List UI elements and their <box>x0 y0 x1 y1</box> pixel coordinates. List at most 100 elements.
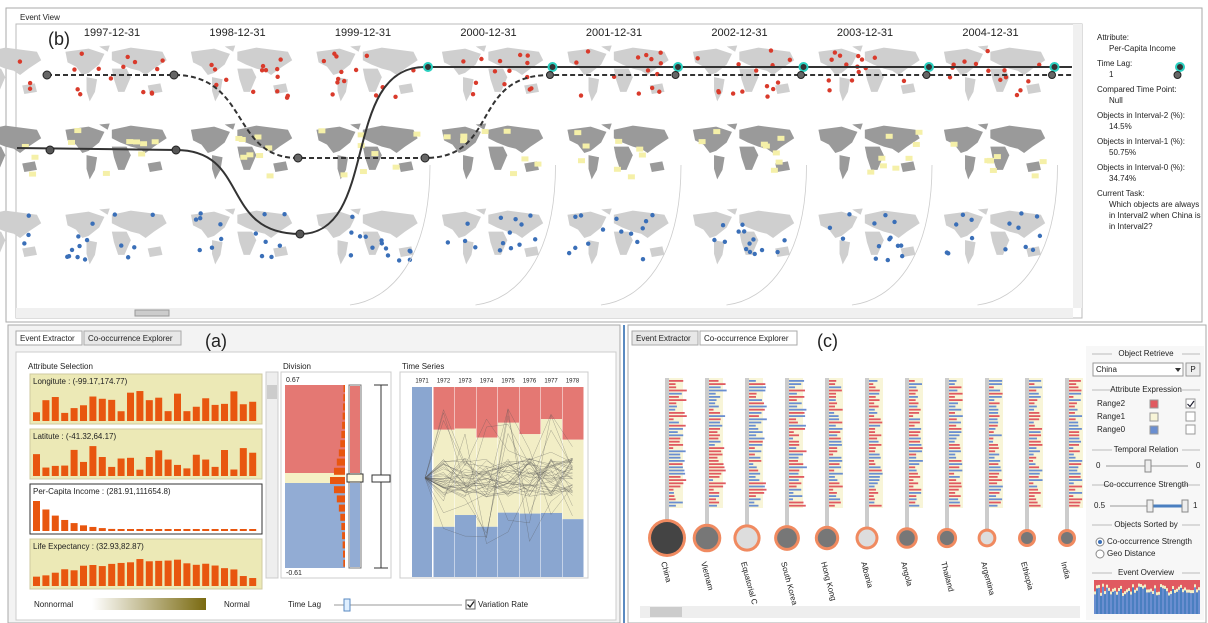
variation-checkbox[interactable] <box>465 599 476 610</box>
event-node-highlight[interactable] <box>924 62 934 72</box>
range-checkbox[interactable] <box>1185 398 1196 409</box>
event-line-dashed <box>47 74 1072 159</box>
tab[interactable] <box>699 330 798 346</box>
overview-bar <box>1188 592 1190 614</box>
object-dot <box>150 212 155 217</box>
event-node[interactable] <box>1173 71 1182 79</box>
strength-core[interactable] <box>1061 532 1073 544</box>
object-dot <box>445 240 451 245</box>
event-node[interactable] <box>171 145 181 155</box>
overview-mid <box>1124 591 1126 595</box>
event-node-highlight[interactable] <box>673 62 683 72</box>
strength-core[interactable] <box>651 522 683 554</box>
p-button[interactable] <box>1185 362 1201 377</box>
strength-core[interactable] <box>736 527 758 549</box>
series-curve <box>424 464 573 489</box>
time-lag-handle[interactable] <box>343 598 351 612</box>
attribute-card[interactable] <box>29 483 263 535</box>
cooccurrence-bar <box>989 476 998 478</box>
event-node[interactable] <box>295 229 305 239</box>
attr-scrollbar[interactable] <box>265 371 279 579</box>
event-node[interactable] <box>546 71 554 79</box>
cooccurrence-bar <box>669 460 685 462</box>
overview-bar <box>1162 588 1164 614</box>
section-title: Event Overview <box>1118 568 1174 577</box>
cooccurrence-bar <box>789 437 794 440</box>
region-highlight <box>879 163 887 169</box>
overview-bar <box>1166 591 1168 614</box>
event-node[interactable] <box>45 145 55 155</box>
scroll-thumb[interactable] <box>134 309 170 317</box>
column-track <box>785 378 789 518</box>
cooccurrence-bar <box>909 482 919 485</box>
tab[interactable] <box>15 330 83 346</box>
cooccurrence-bar <box>669 482 684 485</box>
object-dot <box>517 52 523 58</box>
object-dot <box>826 78 831 83</box>
cooccurrence-bar <box>749 428 759 430</box>
event-node-highlight[interactable] <box>1049 62 1060 72</box>
histogram-bar <box>127 529 134 531</box>
scroll-thumb[interactable] <box>650 607 682 617</box>
tab[interactable] <box>83 330 182 346</box>
event-node[interactable] <box>42 70 52 80</box>
strength-core[interactable] <box>695 526 719 550</box>
event-node-highlight[interactable] <box>798 62 809 72</box>
object-dot <box>218 236 224 242</box>
object-dot <box>470 92 476 97</box>
slider-handle[interactable] <box>1146 499 1154 513</box>
event-node-highlight[interactable] <box>423 62 433 72</box>
object-dot <box>396 258 402 263</box>
event-node-highlight[interactable] <box>1175 62 1185 72</box>
object-dot <box>973 61 979 67</box>
strength-core[interactable] <box>858 529 876 547</box>
slider-handle[interactable] <box>1144 459 1152 473</box>
cooccurrence-bar <box>1069 492 1083 494</box>
radio[interactable] <box>1095 549 1105 559</box>
object-dot <box>578 93 584 98</box>
histogram-bar <box>211 466 219 476</box>
event-node[interactable] <box>293 153 303 163</box>
cooccurrence-bar <box>909 392 916 395</box>
cooccurrence-bar <box>909 498 917 501</box>
object-dot <box>154 66 160 72</box>
column-track <box>1065 378 1069 518</box>
cooccurrence-bar <box>989 380 1003 382</box>
strength-core[interactable] <box>899 530 915 546</box>
object-dot <box>253 231 259 236</box>
cooccurrence-bar <box>949 424 957 427</box>
cooccurrence-bar <box>869 476 880 478</box>
event-node[interactable] <box>922 71 931 79</box>
division-handle[interactable] <box>346 473 364 483</box>
h-scrollbar[interactable] <box>640 606 1080 618</box>
strength-core[interactable] <box>1021 532 1033 544</box>
range-checkbox[interactable] <box>1185 424 1196 435</box>
cooccurrence-bar <box>909 383 922 385</box>
series-curve <box>424 408 573 515</box>
cooccurrence-bar <box>789 453 803 456</box>
strength-core[interactable] <box>777 528 797 548</box>
overview-bar <box>1168 595 1170 614</box>
event-node[interactable] <box>797 71 805 79</box>
range-checkbox[interactable] <box>1185 411 1196 422</box>
v-scrollbar[interactable] <box>1073 24 1082 308</box>
histogram-bar <box>89 396 97 421</box>
tab[interactable] <box>631 330 699 346</box>
overview-mid <box>1198 587 1200 591</box>
strength-core[interactable] <box>817 528 837 548</box>
event-node[interactable] <box>671 71 680 79</box>
slider-handle[interactable] <box>371 474 391 483</box>
event-node[interactable] <box>169 70 179 80</box>
scroll-thumb[interactable] <box>267 385 277 399</box>
cooccurrence-bar <box>789 488 802 491</box>
event-node-highlight[interactable] <box>547 62 558 72</box>
strength-core[interactable] <box>939 530 955 546</box>
object-select[interactable] <box>1092 362 1184 377</box>
strength-core[interactable] <box>980 531 994 545</box>
event-node[interactable] <box>420 153 430 163</box>
slider-handle[interactable] <box>1181 499 1189 513</box>
overview-mid <box>1172 586 1174 590</box>
event-node[interactable] <box>1048 71 1056 79</box>
region-highlight <box>413 131 421 137</box>
h-scrollbar[interactable] <box>16 308 1073 318</box>
